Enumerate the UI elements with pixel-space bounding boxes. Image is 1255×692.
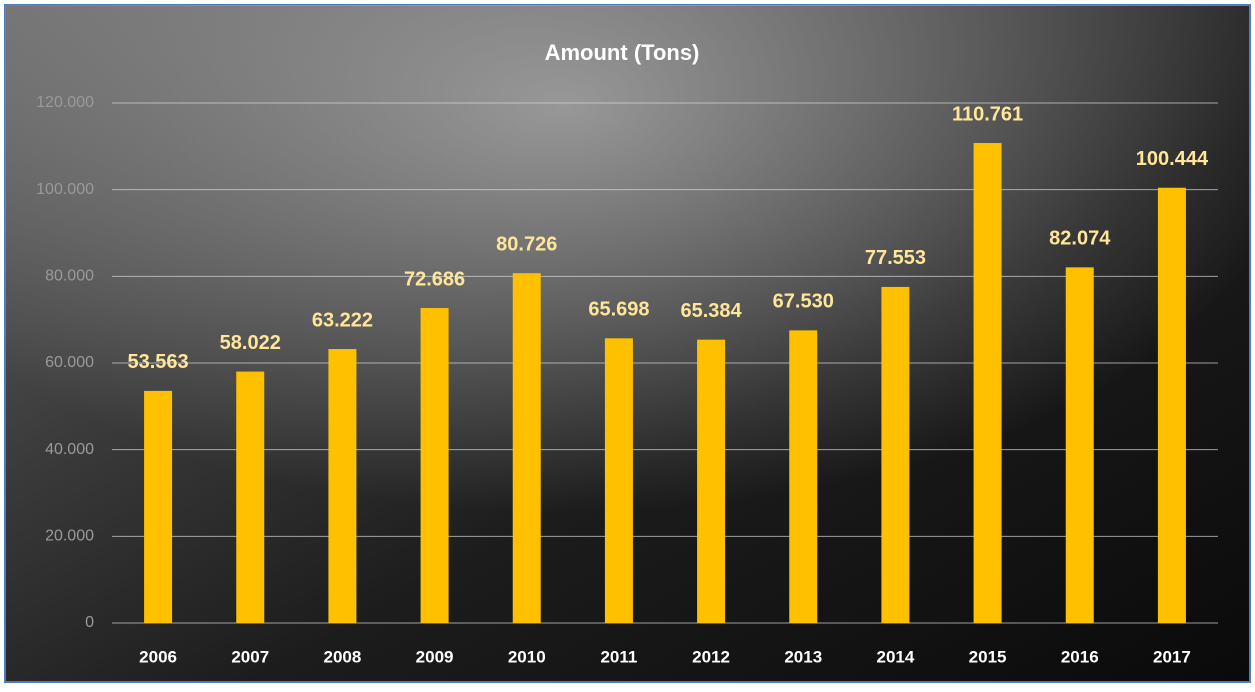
- x-tick-label: 2014: [877, 647, 915, 666]
- x-tick-label: 2017: [1153, 647, 1191, 666]
- y-tick-label: 20.000: [45, 528, 94, 545]
- x-tick-label: 2012: [692, 647, 730, 666]
- value-label: 65.698: [588, 299, 649, 321]
- bar: [789, 330, 818, 623]
- bar: [1065, 267, 1094, 623]
- x-tick-label: 2015: [969, 647, 1007, 666]
- value-label: 72.686: [404, 268, 465, 290]
- bar: [236, 371, 265, 623]
- value-label: 77.553: [865, 247, 926, 269]
- y-tick-label: 100.000: [36, 181, 94, 198]
- value-label: 110.761: [952, 103, 1023, 125]
- bar: [512, 273, 541, 623]
- bar: [1157, 187, 1186, 623]
- y-tick-label: 60.000: [45, 354, 94, 371]
- bar: [420, 308, 449, 623]
- y-tick-label: 80.000: [45, 268, 94, 285]
- value-label: 53.563: [127, 351, 188, 373]
- x-tick-label: 2016: [1061, 647, 1099, 666]
- bar: [697, 339, 726, 623]
- value-label: 100.444: [1136, 148, 1209, 170]
- value-label: 63.222: [312, 309, 373, 331]
- x-tick-label: 2010: [508, 647, 546, 666]
- bar: [881, 286, 910, 623]
- x-tick-label: 2013: [784, 647, 822, 666]
- bar: [604, 338, 633, 623]
- y-tick-label: 0: [85, 614, 94, 631]
- bar: [144, 390, 173, 623]
- value-label: 65.384: [680, 300, 742, 322]
- x-tick-label: 2008: [324, 647, 362, 666]
- value-label: 67.530: [773, 291, 834, 313]
- x-tick-label: 2007: [231, 647, 269, 666]
- value-label: 82.074: [1049, 228, 1111, 250]
- chart-title: Amount (Tons): [545, 40, 700, 65]
- y-tick-label: 40.000: [45, 441, 94, 458]
- value-label: 58.022: [220, 332, 281, 354]
- y-tick-label: 120.000: [36, 94, 94, 111]
- bar: [973, 143, 1002, 624]
- x-tick-label: 2011: [600, 647, 637, 666]
- x-tick-label: 2006: [139, 647, 177, 666]
- bar: [328, 349, 357, 623]
- x-tick-label: 2009: [416, 647, 454, 666]
- value-label: 80.726: [496, 233, 557, 255]
